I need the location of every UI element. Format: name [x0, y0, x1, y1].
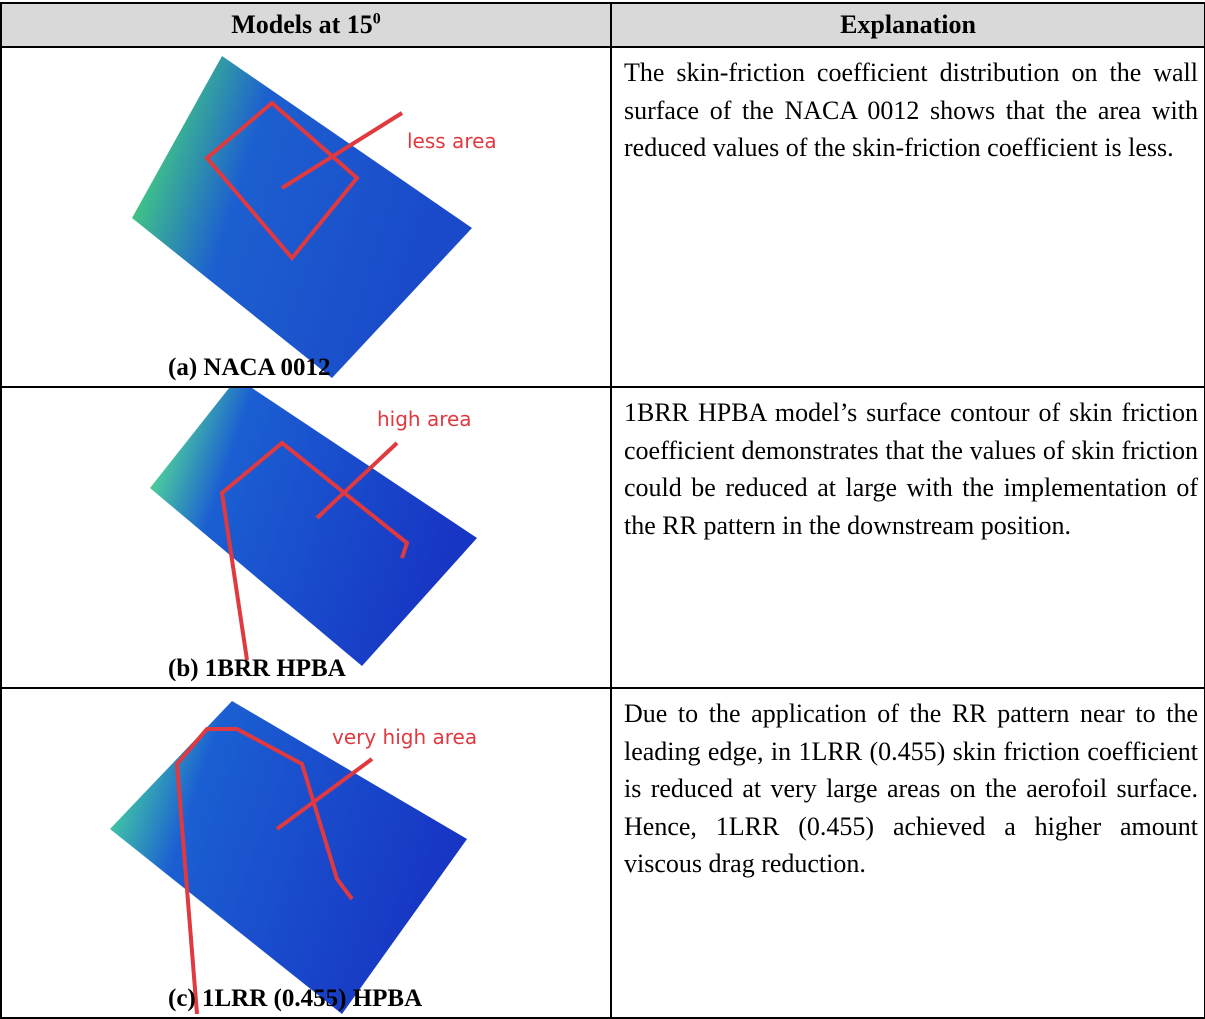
model-cell: less area (a) NACA 0012: [1, 47, 611, 387]
annotation: high area: [377, 407, 472, 431]
explanation: The skin-friction coefficient distributi…: [612, 48, 1204, 167]
explanation-cell: The skin-friction coefficient distributi…: [611, 47, 1205, 387]
airfoil-shape: [132, 56, 472, 378]
page: Models at 150 Explanation less area (a) …: [0, 0, 1205, 1012]
explanation-cell: Due to the application of the RR pattern…: [611, 688, 1205, 1018]
row: high area (b) 1BRR HPBA 1BRR HPBA model’…: [1, 387, 1205, 688]
row: less area (a) NACA 0012 The skin-frictio…: [1, 47, 1205, 387]
contour-image: less area: [2, 48, 608, 384]
model-cell: very high area (c) 1LRR (0.455) HPBA: [1, 688, 611, 1018]
contour-image: high area: [2, 388, 608, 685]
header-models: Models at 15: [231, 10, 373, 39]
explanation: Due to the application of the RR pattern…: [612, 689, 1204, 883]
row: very high area (c) 1LRR (0.455) HPBA Due…: [1, 688, 1205, 1018]
caption: (a) NACA 0012: [168, 354, 331, 382]
header-superscript: 0: [373, 10, 381, 27]
model-cell: high area (b) 1BRR HPBA: [1, 387, 611, 688]
annotation: very high area: [332, 725, 477, 749]
contour-image: very high area: [2, 689, 608, 1015]
comparison-table: Models at 150 Explanation less area (a) …: [0, 2, 1205, 1019]
annotation: less area: [407, 129, 497, 153]
header-row: Models at 150 Explanation: [1, 3, 1205, 47]
header-cell: Models at 150: [1, 3, 611, 47]
explanation: 1BRR HPBA model’s surface contour of ski…: [612, 388, 1204, 544]
caption: (c) 1LRR (0.455) HPBA: [168, 985, 422, 1013]
caption: (b) 1BRR HPBA: [168, 655, 346, 683]
explanation-cell: 1BRR HPBA model’s surface contour of ski…: [611, 387, 1205, 688]
header-cell: Explanation: [611, 3, 1205, 47]
